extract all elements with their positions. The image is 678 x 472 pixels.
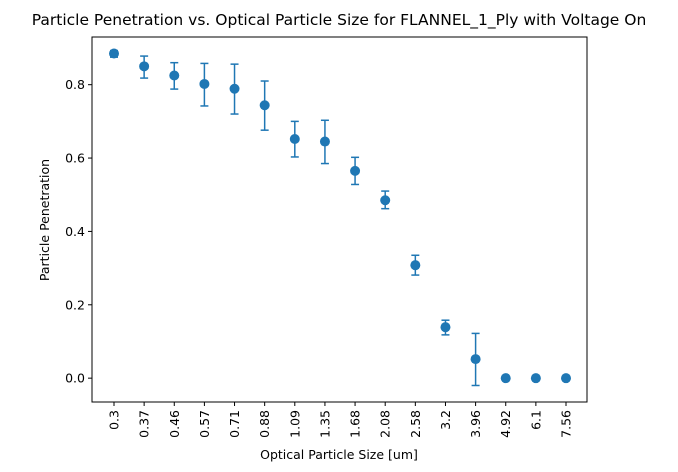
data-point — [229, 83, 240, 94]
data-point — [289, 133, 300, 144]
plot-frame — [91, 36, 588, 403]
chart-title: Particle Penetration vs. Optical Particl… — [32, 11, 647, 30]
data-point — [561, 373, 571, 384]
x-tick-label: 6.1 — [528, 410, 543, 430]
y-axis-label: Particle Penetration — [37, 159, 52, 281]
y-tick-label: 0.2 — [65, 297, 85, 312]
data-point — [199, 78, 210, 89]
x-tick-label: 0.57 — [197, 410, 212, 438]
x-tick-label: 3.2 — [438, 410, 453, 430]
data-point — [319, 136, 330, 147]
y-tick-label: 0.8 — [65, 77, 85, 92]
plot-area — [91, 36, 588, 403]
x-tick-label: 1.09 — [287, 410, 302, 438]
x-tick-label: 7.56 — [559, 410, 574, 438]
y-tick-label: 0.4 — [65, 224, 85, 239]
x-tick-label: 2.58 — [408, 410, 423, 438]
y-tick-label: 0.0 — [65, 371, 85, 386]
data-point — [470, 354, 481, 365]
data-point — [139, 61, 150, 72]
x-tick-label: 1.68 — [348, 410, 363, 438]
x-axis-label: Optical Particle Size [um] — [260, 447, 418, 462]
data-point — [259, 100, 270, 111]
x-axis: 0.3 0.37 0.46 0.57 0.71 0.88 1.09 1.35 1.68 2.08 2… — [107, 402, 574, 438]
y-axis: 0.0 0.2 0.4 0.6 0.8 — [65, 77, 92, 386]
data-point — [410, 260, 421, 271]
x-tick-label: 0.3 — [107, 410, 122, 430]
data-point — [169, 70, 180, 81]
data-point — [380, 195, 391, 206]
data-point — [109, 48, 119, 59]
x-tick-label: 0.88 — [257, 410, 272, 438]
x-tick-label: 4.92 — [498, 410, 513, 438]
data-point — [350, 165, 361, 176]
x-tick-label: 1.35 — [317, 410, 332, 438]
y-tick-label: 0.6 — [65, 151, 85, 166]
data-point — [500, 373, 511, 384]
data-point — [440, 322, 451, 333]
x-tick-label: 0.71 — [227, 410, 242, 438]
data-marks — [109, 48, 571, 387]
x-tick-label: 0.37 — [137, 410, 152, 438]
x-tick-label: 2.08 — [378, 410, 393, 438]
data-point — [530, 373, 541, 384]
x-tick-label: 0.46 — [167, 410, 182, 438]
x-tick-label: 3.96 — [468, 410, 483, 438]
